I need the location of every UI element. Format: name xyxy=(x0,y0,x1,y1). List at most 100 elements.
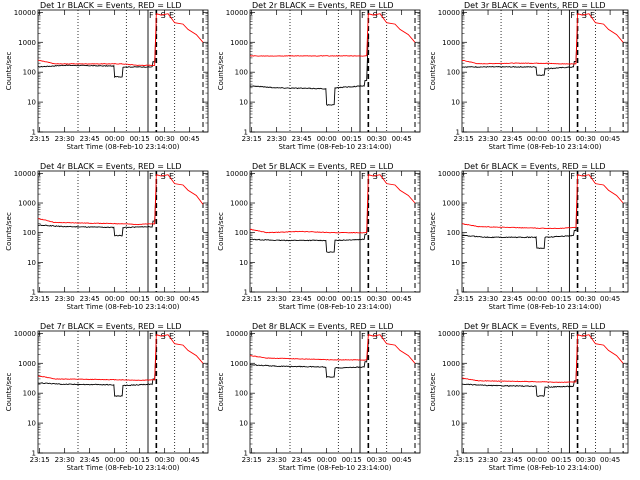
y-axis-label: Counts/sec xyxy=(429,373,437,412)
chart-title: Det 6r BLACK = Events, RED = LLD xyxy=(464,162,606,171)
y-tick-label: 100 xyxy=(235,229,248,237)
x-tick-label: 00:30 xyxy=(576,295,596,303)
x-tick-label: 00:00 xyxy=(317,135,337,143)
x-axis-label: Start Time (08-Feb-10 23:14:00) xyxy=(278,464,391,472)
chart-panel-2: Det 2r BLACK = Events, RED = LLD 1 10 100 10… xyxy=(217,1,421,151)
y-tick-label: 100 xyxy=(447,390,460,398)
series-lld-line xyxy=(249,174,416,234)
flag-s: S xyxy=(582,332,587,341)
flag-s: S xyxy=(582,172,587,181)
x-tick-label: 23:30 xyxy=(267,135,287,143)
y-tick-label: 100 xyxy=(235,69,248,77)
x-tick-label: 00:15 xyxy=(551,135,571,143)
chart-panel-3: Det 3r BLACK = Events, RED = LLD 1 10 100 10… xyxy=(429,1,629,151)
x-tick-label: 00:45 xyxy=(180,135,200,143)
series-lld-line xyxy=(37,174,204,226)
y-tick-label: 1000 xyxy=(442,360,460,368)
plot-frame xyxy=(461,330,629,454)
y-axis-label: Counts/sec xyxy=(217,373,225,412)
chart-panel-5: Det 5r BLACK = Events, RED = LLD 1 10 100 10… xyxy=(217,162,421,311)
series-events-line xyxy=(461,345,578,397)
x-axis-label: Start Time (08-Feb-10 23:14:00) xyxy=(66,464,179,472)
y-tick-label: 1000 xyxy=(18,39,36,47)
y-tick-label: 10 xyxy=(27,99,36,107)
y-tick-label: 100 xyxy=(23,69,36,77)
flag-s: S xyxy=(161,332,166,341)
y-tick-label: 10 xyxy=(451,99,460,107)
x-axis-label: Start Time (08-Feb-10 23:14:00) xyxy=(488,303,601,311)
chart-title: Det 3r BLACK = Events, RED = LLD xyxy=(464,1,606,10)
x-tick-label: 00:45 xyxy=(600,456,620,464)
x-tick-label: 00:30 xyxy=(367,295,387,303)
series-events-line xyxy=(249,33,369,106)
flag-e: E xyxy=(169,332,174,341)
x-tick-label: 23:45 xyxy=(80,295,100,303)
x-tick-label: 23:15 xyxy=(454,135,474,143)
series-events-line xyxy=(461,27,578,76)
y-tick-label: 10 xyxy=(451,259,460,267)
x-tick-label: 23:30 xyxy=(478,456,498,464)
chart-title: Det 7r BLACK = Events, RED = LLD xyxy=(40,322,182,331)
x-tick-label: 00:30 xyxy=(155,295,175,303)
x-tick-label: 23:30 xyxy=(55,295,75,303)
x-tick-label: 00:45 xyxy=(600,135,620,143)
x-tick-label: 00:00 xyxy=(527,456,547,464)
plot-frame xyxy=(37,330,209,454)
y-axis-label: Counts/sec xyxy=(429,52,437,91)
series-lld-line xyxy=(461,13,624,65)
x-axis-label: Start Time (08-Feb-10 23:14:00) xyxy=(66,303,179,311)
x-tick-label: 00:00 xyxy=(527,135,547,143)
flag-e: E xyxy=(590,11,595,20)
y-tick-label: 1 xyxy=(456,289,460,297)
flag-e: E xyxy=(169,172,174,181)
chart-panel-1: Det 1r BLACK = Events, RED = LLD 1 10 100 10… xyxy=(5,1,209,151)
chart-title: Det 5r BLACK = Events, RED = LLD xyxy=(252,162,394,171)
y-tick-label: 10000 xyxy=(14,170,36,178)
x-tick-label: 23:45 xyxy=(502,135,522,143)
chart-title: Det 1r BLACK = Events, RED = LLD xyxy=(40,1,182,10)
x-tick-label: 00:00 xyxy=(317,456,337,464)
chart-panel-8: Det 8r BLACK = Events, RED = LLD 1 10 100 10… xyxy=(217,322,421,472)
y-axis-label: Counts/sec xyxy=(5,52,13,91)
y-tick-label: 1 xyxy=(244,289,248,297)
x-tick-label: 23:45 xyxy=(80,135,100,143)
flag-f: F xyxy=(149,332,154,341)
y-tick-label: 1 xyxy=(32,289,36,297)
x-axis-label: Start Time (08-Feb-10 23:14:00) xyxy=(488,143,601,151)
y-tick-label: 10 xyxy=(27,420,36,428)
flag-f: F xyxy=(570,172,575,181)
y-axis-label: Counts/sec xyxy=(217,212,225,251)
chart-panel-9: Det 9r BLACK = Events, RED = LLD 1 10 100 10… xyxy=(429,322,629,472)
x-tick-label: 23:15 xyxy=(242,135,262,143)
flag-f: F xyxy=(570,332,575,341)
chart-panel-6: Det 6r BLACK = Events, RED = LLD 1 10 100 10… xyxy=(429,162,629,311)
flag-s: S xyxy=(373,172,378,181)
chart-title: Det 9r BLACK = Events, RED = LLD xyxy=(464,322,606,331)
flag-f: F xyxy=(149,172,154,181)
plot-frame xyxy=(249,330,421,454)
x-tick-label: 00:45 xyxy=(180,456,200,464)
x-tick-label: 23:45 xyxy=(502,456,522,464)
y-tick-label: 100 xyxy=(447,229,460,237)
x-axis-label: Start Time (08-Feb-10 23:14:00) xyxy=(66,143,179,151)
y-tick-label: 10 xyxy=(451,420,460,428)
y-tick-label: 100 xyxy=(23,229,36,237)
chart-title: Det 4r BLACK = Events, RED = LLD xyxy=(40,162,182,171)
x-tick-label: 23:15 xyxy=(30,135,50,143)
x-tick-label: 23:30 xyxy=(55,456,75,464)
y-tick-label: 1000 xyxy=(442,200,460,208)
x-axis-label: Start Time (08-Feb-10 23:14:00) xyxy=(488,464,601,472)
flag-f: F xyxy=(149,11,154,20)
x-tick-label: 00:00 xyxy=(527,295,547,303)
x-tick-label: 23:45 xyxy=(292,456,312,464)
y-tick-label: 10000 xyxy=(14,9,36,17)
plot-frame xyxy=(461,9,629,133)
flag-e: E xyxy=(169,11,174,20)
x-tick-label: 00:15 xyxy=(130,295,150,303)
x-tick-label: 00:45 xyxy=(180,295,200,303)
chart-panel-7: Det 7r BLACK = Events, RED = LLD 1 10 100 10… xyxy=(5,322,209,472)
x-tick-label: 23:30 xyxy=(55,135,75,143)
flag-e: E xyxy=(381,11,386,20)
flag-s: S xyxy=(161,11,166,20)
